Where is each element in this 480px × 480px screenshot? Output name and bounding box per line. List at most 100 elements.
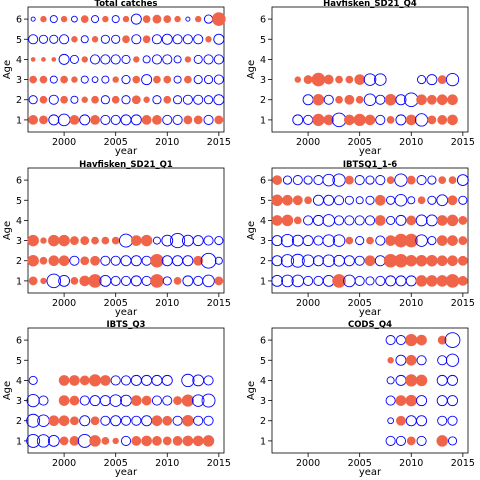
y-axis-label: Age (246, 381, 257, 400)
positive-residual-bubble (28, 276, 38, 286)
negative-residual-bubble (214, 256, 223, 265)
negative-residual-bubble (303, 114, 314, 125)
y-axis-label: Age (246, 60, 257, 79)
negative-residual-bubble (427, 236, 437, 246)
positive-residual-bubble (90, 255, 100, 266)
negative-residual-bubble (213, 54, 224, 65)
negative-residual-bubble (77, 433, 92, 448)
positive-residual-bubble (27, 234, 39, 247)
positive-residual-bubble (151, 415, 163, 427)
positive-residual-bubble (58, 255, 70, 267)
negative-residual-bubble (375, 235, 386, 246)
x-axis-label: year (115, 467, 138, 478)
positive-residual-bubble (303, 75, 313, 84)
negative-residual-bubble (120, 394, 132, 407)
x-tick-label: 2005 (348, 137, 372, 148)
positive-residual-bubble (214, 115, 224, 125)
negative-residual-bubble (182, 34, 193, 45)
negative-residual-bubble (59, 34, 70, 45)
positive-residual-bubble (130, 235, 142, 246)
x-tick-label: 2005 (104, 298, 128, 309)
positive-residual-bubble (436, 435, 448, 447)
negative-residual-bubble (58, 53, 70, 65)
negative-residual-bubble (213, 74, 224, 85)
negative-residual-bubble (203, 95, 214, 105)
positive-residual-bubble (173, 277, 182, 285)
negative-residual-bubble (312, 194, 324, 206)
negative-residual-bubble (152, 95, 162, 105)
x-tick-label: 2015 (207, 298, 231, 309)
negative-residual-bubble (141, 275, 152, 286)
negative-residual-bubble (323, 194, 335, 206)
y-tick-label: 3 (16, 396, 22, 407)
negative-residual-bubble (193, 415, 204, 426)
positive-residual-bubble (27, 255, 39, 267)
negative-residual-bubble (30, 16, 36, 22)
positive-residual-bubble (172, 436, 183, 446)
positive-residual-bubble (311, 72, 326, 87)
negative-residual-bubble (416, 395, 428, 407)
positive-residual-bubble (184, 75, 192, 84)
negative-residual-bubble (26, 413, 41, 428)
negative-residual-bubble (437, 355, 448, 366)
negative-residual-bubble (416, 175, 427, 186)
y-tick-label: 5 (260, 35, 266, 46)
positive-residual-bubble (404, 233, 419, 248)
negative-residual-bubble (26, 393, 40, 408)
negative-residual-bubble (69, 54, 79, 64)
y-tick-label: 3 (260, 396, 266, 407)
negative-residual-bubble (427, 175, 437, 185)
positive-residual-bubble (60, 75, 68, 84)
positive-residual-bubble (112, 437, 119, 445)
negative-residual-bubble (313, 175, 324, 186)
positive-residual-bubble (102, 15, 109, 23)
negative-residual-bubble (111, 34, 121, 44)
negative-residual-bubble (386, 376, 395, 385)
y-axis-label: Age (2, 221, 13, 240)
negative-residual-bubble (200, 252, 217, 269)
positive-residual-bubble (312, 113, 325, 127)
x-tick-label: 2000 (296, 298, 320, 309)
positive-residual-bubble (426, 275, 438, 287)
positive-residual-bubble (48, 234, 60, 247)
y-tick-label: 2 (16, 256, 22, 267)
negative-residual-bubble (436, 194, 449, 207)
positive-residual-bubble (89, 435, 101, 447)
positive-residual-bubble (181, 394, 195, 407)
negative-residual-bubble (36, 434, 51, 448)
negative-residual-bubble (28, 34, 39, 45)
negative-residual-bubble (202, 274, 215, 288)
negative-residual-bubble (281, 274, 294, 288)
positive-residual-bubble (184, 56, 192, 63)
positive-residual-bubble (438, 176, 447, 184)
positive-residual-bubble (40, 237, 47, 244)
positive-residual-bubble (405, 354, 417, 366)
negative-residual-bubble (48, 114, 60, 126)
positive-residual-bubble (130, 395, 142, 406)
positive-residual-bubble (272, 175, 283, 185)
negative-residual-bubble (101, 75, 110, 84)
negative-residual-bubble (203, 375, 214, 386)
x-tick-label: 2010 (399, 137, 423, 148)
y-tick-label: 5 (16, 35, 22, 46)
x-tick-label: 2015 (451, 458, 475, 469)
negative-residual-bubble (100, 34, 110, 44)
positive-residual-bubble (394, 253, 408, 268)
negative-residual-bubble (426, 74, 438, 86)
negative-residual-bubble (110, 415, 122, 427)
negative-residual-bubble (193, 94, 204, 105)
negative-residual-bubble (121, 54, 131, 64)
negative-residual-bubble (271, 275, 284, 287)
x-tick-label: 2015 (451, 137, 475, 148)
positive-residual-bubble (88, 374, 102, 387)
positive-residual-bubble (364, 114, 376, 126)
positive-residual-bubble (448, 176, 457, 184)
positive-residual-bubble (41, 57, 46, 62)
negative-residual-bubble (91, 15, 100, 24)
negative-residual-bubble (313, 275, 324, 286)
positive-residual-bubble (69, 375, 80, 386)
positive-residual-bubble (51, 57, 57, 62)
positive-residual-bubble (131, 95, 141, 105)
y-tick-label: 2 (260, 95, 266, 106)
positive-residual-bubble (60, 15, 68, 23)
